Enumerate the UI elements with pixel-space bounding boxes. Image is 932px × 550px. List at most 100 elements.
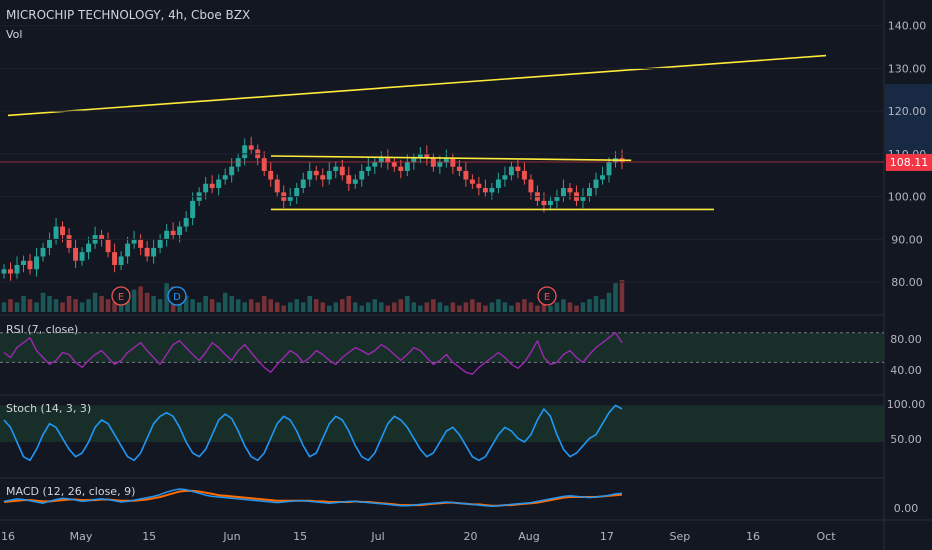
volume-bar [353, 302, 358, 312]
rsi-tick-80: 80.00 [890, 333, 922, 346]
candle-body [14, 264, 20, 274]
event-marker-dividend[interactable]: D [167, 286, 187, 306]
volume-bar [509, 305, 514, 312]
volume-bar [320, 302, 326, 312]
candle-body [242, 145, 248, 159]
candle-body [47, 239, 53, 248]
event-marker-earnings-1[interactable]: E [111, 286, 131, 306]
volume-bar [99, 296, 104, 312]
trendline-1[interactable] [270, 155, 632, 162]
price-tick-label: 80.00 [891, 276, 923, 289]
svg-text:E: E [544, 292, 550, 303]
volume-bar [600, 299, 605, 312]
event-marker-earnings-2[interactable]: E [537, 286, 557, 306]
volume-bar [157, 299, 163, 312]
candle-body [105, 239, 111, 253]
candle-body [489, 188, 495, 193]
volume-bar [418, 305, 423, 312]
time-tick-label: 17 [600, 530, 614, 543]
candle-body [469, 179, 475, 184]
candle-body [378, 158, 384, 163]
volume-bar [151, 296, 156, 312]
volume-label: Vol [6, 28, 22, 41]
volume-bar [561, 299, 566, 312]
time-tick-label: 15 [142, 530, 156, 543]
last-price-box [886, 153, 932, 171]
candle-body [463, 170, 469, 180]
rsi-label: RSI (7, close) [6, 323, 78, 336]
volume-bar [190, 299, 195, 312]
candle-body [528, 179, 534, 193]
last-price-label: 108.11 [890, 156, 929, 169]
volume-bar [541, 302, 547, 312]
candle-body [73, 247, 79, 261]
time-tick-label: Jul [370, 530, 384, 543]
volume-bar [346, 296, 352, 312]
rsi-tick-40: 40.00 [890, 364, 922, 377]
candle-body [229, 166, 235, 176]
candle-body [515, 166, 521, 171]
rsi-overbought-band [0, 332, 884, 363]
trendline-0[interactable] [7, 54, 827, 117]
volume-bar [92, 292, 98, 312]
candle-body [170, 230, 176, 236]
time-tick-label: Oct [816, 530, 836, 543]
candle-body [560, 188, 566, 197]
volume-bar [216, 302, 221, 312]
volume-bar [8, 299, 13, 312]
stoch-tick-50: 50.00 [890, 433, 922, 446]
candle-body [34, 256, 39, 270]
volume-bar [606, 292, 612, 312]
candle-body [404, 162, 410, 171]
candle-body [27, 260, 33, 270]
stoch-series [3, 404, 623, 462]
volume-bar [255, 302, 260, 312]
volume-bar [405, 296, 410, 312]
volume-bar [1, 302, 7, 312]
volume-bar [385, 305, 391, 312]
candle-body [587, 188, 592, 197]
candle-body [300, 179, 306, 189]
candle-body [248, 145, 254, 150]
volume-bar [138, 286, 143, 312]
volume-bar [392, 302, 397, 312]
rsi-line [3, 332, 623, 375]
volume-bar [131, 289, 137, 312]
candle-body [313, 170, 319, 176]
volume-bar [372, 299, 378, 312]
candle-body [482, 188, 488, 193]
volume-bar [235, 299, 241, 312]
candle-body [40, 247, 46, 257]
volume-bar [339, 299, 345, 312]
candle-body [567, 188, 573, 193]
candle-body [222, 175, 228, 180]
volume-bar [366, 302, 371, 312]
trendlines[interactable] [7, 54, 827, 211]
volume-bar [248, 299, 254, 312]
volume-bar [86, 299, 91, 312]
volume-bar [502, 302, 508, 312]
volume-bar [79, 302, 85, 312]
volume-bar [261, 296, 267, 312]
price-tick-label: 100.00 [888, 191, 927, 204]
candle-body [157, 239, 163, 248]
volume-bar [580, 302, 586, 312]
candle-body [60, 226, 66, 236]
volume-bar [457, 305, 462, 312]
time-tick-label: 20 [464, 530, 478, 543]
candle-body [203, 183, 209, 193]
volume-bar [450, 302, 456, 312]
volume-bar [313, 299, 319, 312]
volume-bar [40, 292, 46, 312]
volume-bar [437, 302, 443, 312]
volume-bar [483, 305, 488, 312]
volume-bar [203, 296, 208, 312]
volume-bar [183, 296, 189, 312]
volume-bar [496, 299, 501, 312]
volume-bar [229, 296, 234, 312]
volume-bar [281, 305, 287, 312]
volume-bar [587, 299, 592, 312]
candle-body [66, 235, 72, 248]
candle-body [437, 162, 443, 167]
